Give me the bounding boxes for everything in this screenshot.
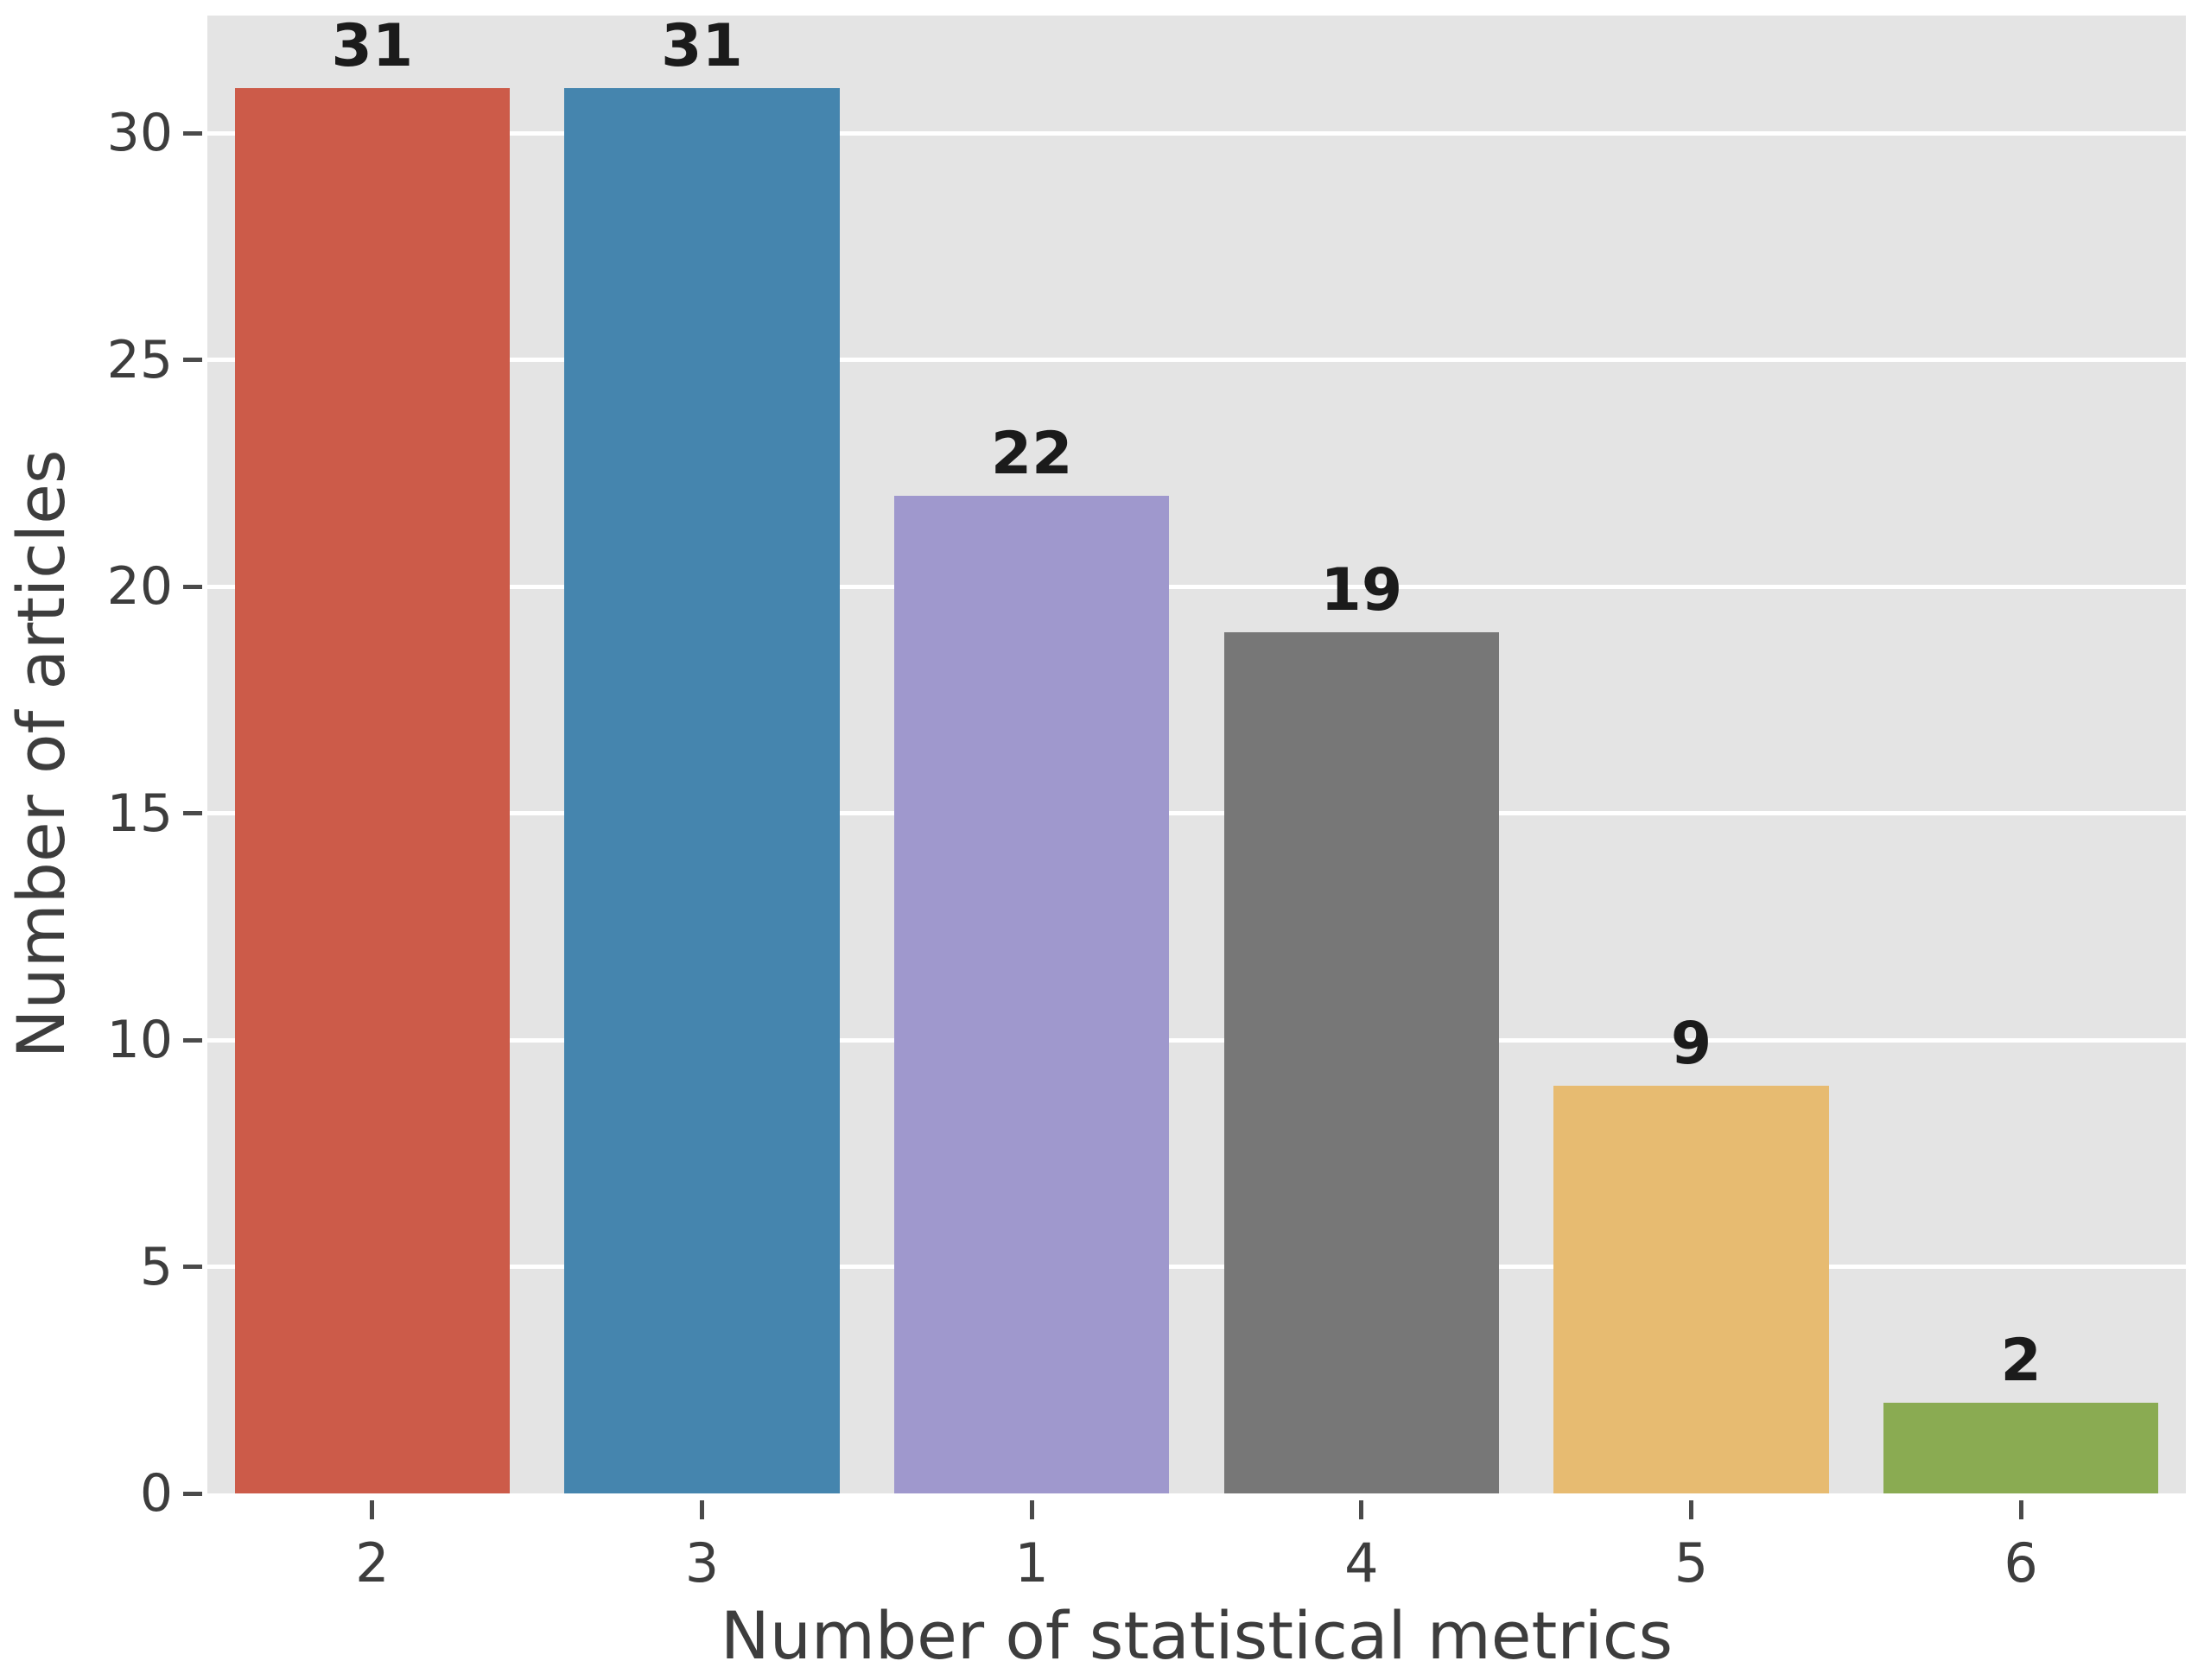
x-tick-mark: [1359, 1500, 1364, 1519]
gridline: [207, 811, 2186, 816]
gridline: [207, 1037, 2186, 1043]
x-tick-label: 6: [2004, 1531, 2038, 1594]
bar: [894, 496, 1170, 1493]
y-tick-label: 30: [106, 103, 173, 164]
x-tick-label: 4: [1344, 1531, 1379, 1594]
y-tick-label: 25: [106, 329, 173, 390]
x-tick-label: 1: [1014, 1531, 1049, 1594]
gridline: [207, 1265, 2186, 1270]
bar-value-label: 19: [1320, 555, 1403, 624]
bar-value-label: 2: [2000, 1327, 2042, 1396]
y-tick-label: 15: [106, 783, 173, 844]
y-tick-label: 0: [139, 1463, 173, 1524]
y-tick-mark: [183, 358, 202, 363]
y-tick-label: 10: [106, 1010, 173, 1071]
x-tick-mark: [1029, 1500, 1034, 1519]
x-tick-label: 5: [1674, 1531, 1709, 1594]
x-axis-title: Number of statistical metrics: [720, 1597, 1674, 1674]
x-tick-mark: [2018, 1500, 2023, 1519]
gridline: [207, 584, 2186, 589]
x-tick-label: 3: [684, 1531, 720, 1594]
y-tick-mark: [183, 130, 202, 136]
bar: [1223, 631, 1499, 1493]
bar-value-label: 22: [990, 420, 1073, 489]
bar: [1883, 1403, 2159, 1493]
bar-value-label: 9: [1670, 1009, 1712, 1078]
x-tick-mark: [370, 1500, 375, 1519]
x-tick-mark: [1689, 1500, 1693, 1519]
bar-value-label: 31: [331, 11, 414, 80]
bar: [234, 87, 510, 1493]
plot-area: 31 31 22 19 9 2: [207, 16, 2186, 1493]
y-tick-mark: [183, 1265, 202, 1270]
bar: [564, 87, 840, 1493]
y-axis-title-text: Number of articles: [3, 449, 79, 1059]
bar-value-label: 31: [661, 11, 743, 80]
y-tick-mark: [183, 1491, 202, 1496]
y-tick-mark: [183, 811, 202, 816]
x-tick-mark: [700, 1500, 704, 1519]
x-tick-label: 2: [355, 1531, 390, 1594]
gridline: [207, 358, 2186, 363]
gridline: [207, 130, 2186, 136]
y-tick-label: 5: [139, 1236, 173, 1297]
y-tick-mark: [183, 584, 202, 589]
y-tick-mark: [183, 1037, 202, 1043]
bar: [1553, 1085, 1829, 1493]
y-tick-label: 20: [106, 556, 173, 618]
